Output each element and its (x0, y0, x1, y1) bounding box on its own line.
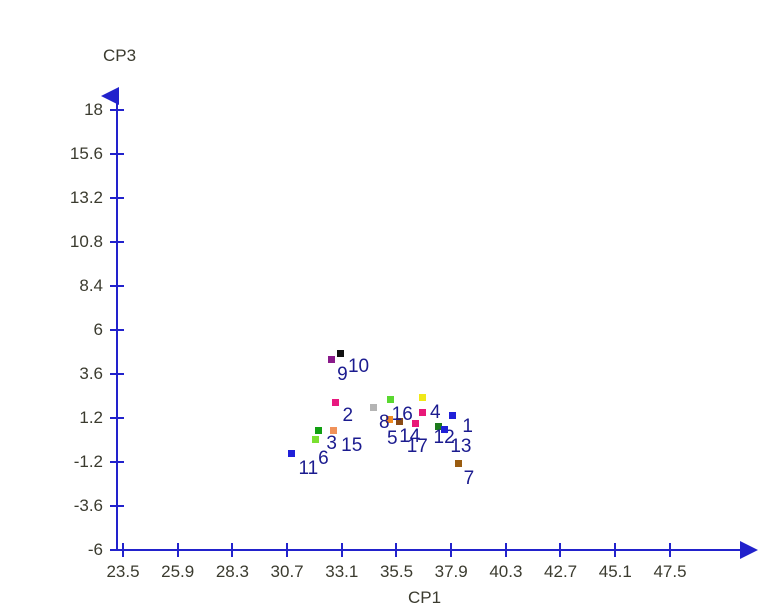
y-tick-label: -3.6 (73, 496, 103, 515)
y-tick-label: 18 (84, 100, 103, 119)
data-point-label: 2 (342, 405, 354, 427)
data-point-marker (328, 355, 336, 363)
data-point-label: 10 (347, 355, 370, 377)
y-tick-label: 15.6 (69, 144, 103, 163)
data-point-marker (419, 393, 427, 401)
data-point-label: 9 (337, 363, 348, 385)
data-point-label: 8 (379, 412, 390, 434)
data-point-label: 4 (430, 401, 441, 423)
x-tick-label: 28.3 (215, 562, 249, 581)
data-point-marker (330, 427, 338, 435)
data-point-marker (287, 449, 295, 457)
data-point-marker (454, 460, 462, 468)
data-point-marker (386, 396, 394, 404)
data-point-marker (449, 412, 457, 420)
y-tick-label: 8.4 (79, 276, 103, 295)
x-tick-label: 42.7 (544, 562, 578, 581)
data-point-marker (419, 408, 427, 416)
x-tick-label: 40.3 (489, 562, 523, 581)
data-point-marker (385, 416, 393, 424)
data-point-label: 3 (326, 432, 337, 454)
data-point-label: 11 (298, 457, 319, 479)
x-tick-label: 45.1 (598, 562, 632, 581)
data-point-marker (434, 422, 442, 430)
data-point-marker (411, 419, 419, 427)
y-tick-label: 1.2 (79, 408, 103, 427)
x-tick-label: 25.9 (161, 562, 195, 581)
x-tick-label: 30.7 (270, 562, 304, 581)
data-point-label: 5 (386, 428, 398, 450)
data-point-label: 14 (399, 425, 421, 447)
x-tick-label: 37.9 (434, 562, 468, 581)
data-point-marker (396, 417, 404, 425)
data-point-marker (370, 404, 378, 412)
x-tick-marks (122, 543, 671, 557)
x-axis-title: CP1 (408, 588, 442, 607)
x-tick-label: 33.1 (325, 562, 359, 581)
data-point-label: 16 (391, 404, 413, 426)
x-tick-label: 47.5 (653, 562, 687, 581)
data-point-label: 1 (462, 416, 473, 438)
data-point-marker (331, 399, 339, 407)
x-tick-label: 23.5 (106, 562, 140, 581)
y-tick-label: 13.2 (69, 188, 103, 207)
data-point-label: 15 (341, 435, 363, 457)
y-tick-label: -6 (87, 540, 103, 559)
y-tick-label: 6 (93, 320, 103, 339)
data-point-label: 13 (450, 436, 472, 457)
data-point-label: 7 (463, 468, 475, 490)
y-tick-marks (110, 109, 124, 551)
y-tick-label: 3.6 (79, 364, 103, 383)
data-point-marker (312, 436, 320, 444)
y-axis-title: CP3 (103, 46, 137, 65)
y-tick-label: 10.8 (69, 232, 103, 251)
data-point-label: 17 (406, 435, 428, 457)
data-point-marker (441, 426, 449, 433)
y-tick-label: -1.2 (73, 452, 103, 471)
data-point-marker (315, 426, 323, 434)
data-point-marker (336, 349, 344, 357)
x-tick-label: 35.5 (379, 562, 414, 581)
data-point-label: 12 (433, 426, 455, 448)
data-point-label: 6 (318, 448, 329, 470)
